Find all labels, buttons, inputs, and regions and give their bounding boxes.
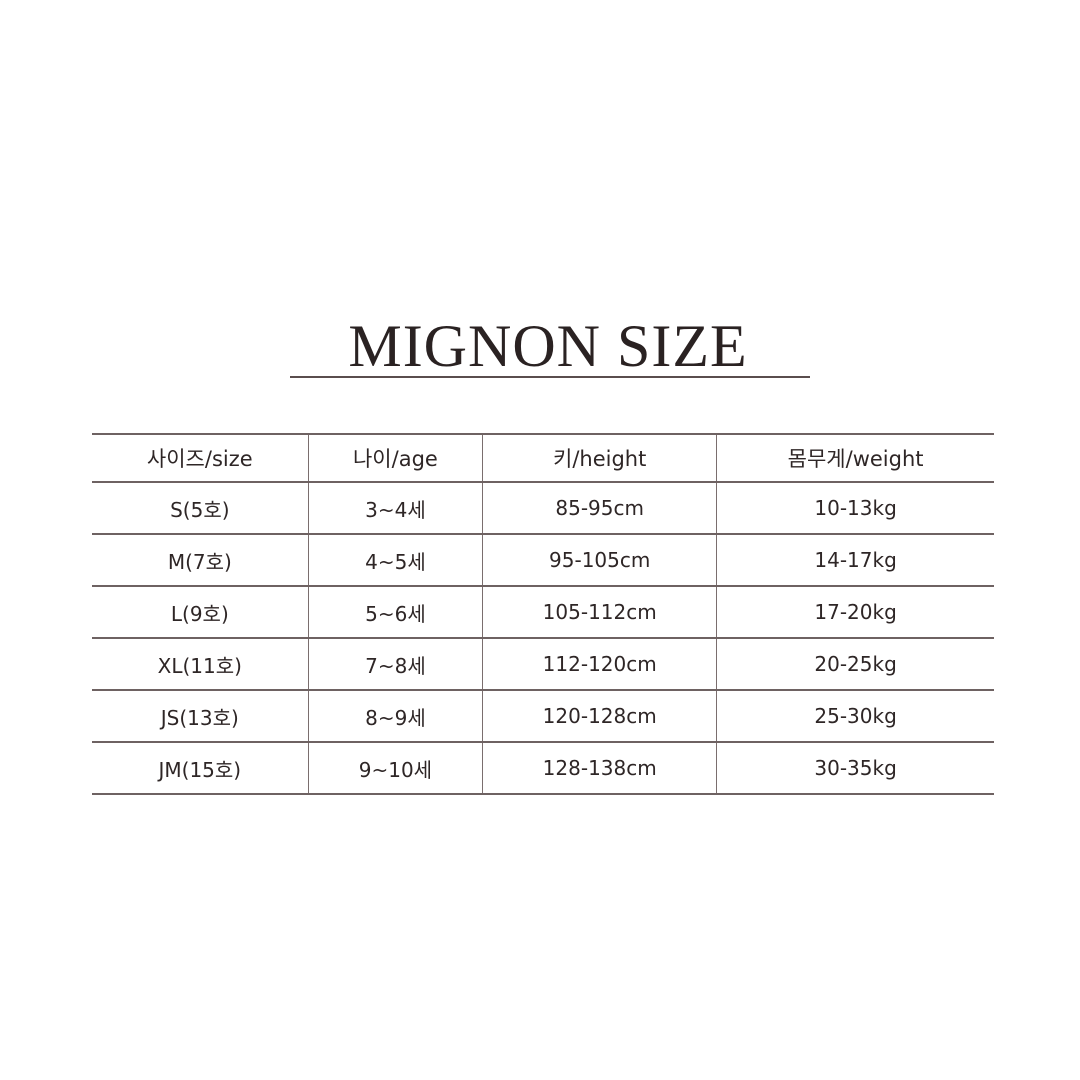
cell-height: 128-138cm (482, 741, 717, 795)
cell-age: 4~5세 (307, 533, 483, 586)
cell-height: 85-95cm (482, 481, 717, 534)
cell-age: 3~4세 (307, 481, 483, 534)
table-row: JS(13호) 8~9세 120-128cm 25-30kg (92, 689, 994, 742)
cell-height: 120-128cm (482, 689, 717, 742)
cell-weight: 14-17kg (716, 533, 994, 586)
cell-weight: 25-30kg (716, 689, 994, 742)
table-header-row: 사이즈/size 나이/age 키/height 몸무게/weight (92, 433, 994, 482)
cell-weight: 17-20kg (716, 585, 994, 638)
table-row: L(9호) 5~6세 105-112cm 17-20kg (92, 585, 994, 638)
cell-age: 8~9세 (307, 689, 483, 742)
cell-size: M(7호) (92, 533, 309, 586)
title-underline (290, 376, 810, 378)
page-title: MIGNON SIZE (348, 313, 748, 379)
cell-height: 95-105cm (482, 533, 717, 586)
table-row: S(5호) 3~4세 85-95cm 10-13kg (92, 481, 994, 534)
header-size: 사이즈/size (92, 433, 309, 482)
table-row: JM(15호) 9~10세 128-138cm 30-35kg (92, 741, 994, 795)
cell-age: 9~10세 (307, 741, 483, 795)
cell-size: XL(11호) (92, 637, 309, 690)
cell-age: 7~8세 (307, 637, 483, 690)
cell-size: JS(13호) (92, 689, 309, 742)
cell-age: 5~6세 (307, 585, 483, 638)
cell-size: JM(15호) (92, 741, 309, 795)
cell-weight: 20-25kg (716, 637, 994, 690)
cell-weight: 10-13kg (716, 481, 994, 534)
table-row: XL(11호) 7~8세 112-120cm 20-25kg (92, 637, 994, 690)
cell-size: L(9호) (92, 585, 309, 638)
cell-size: S(5호) (92, 481, 309, 534)
header-age: 나이/age (307, 433, 483, 482)
header-height: 키/height (482, 433, 717, 482)
table-row: M(7호) 4~5세 95-105cm 14-17kg (92, 533, 994, 586)
cell-weight: 30-35kg (716, 741, 994, 795)
header-weight: 몸무게/weight (716, 433, 994, 482)
size-table: 사이즈/size 나이/age 키/height 몸무게/weight S(5호… (92, 433, 994, 795)
cell-height: 105-112cm (482, 585, 717, 638)
cell-height: 112-120cm (482, 637, 717, 690)
